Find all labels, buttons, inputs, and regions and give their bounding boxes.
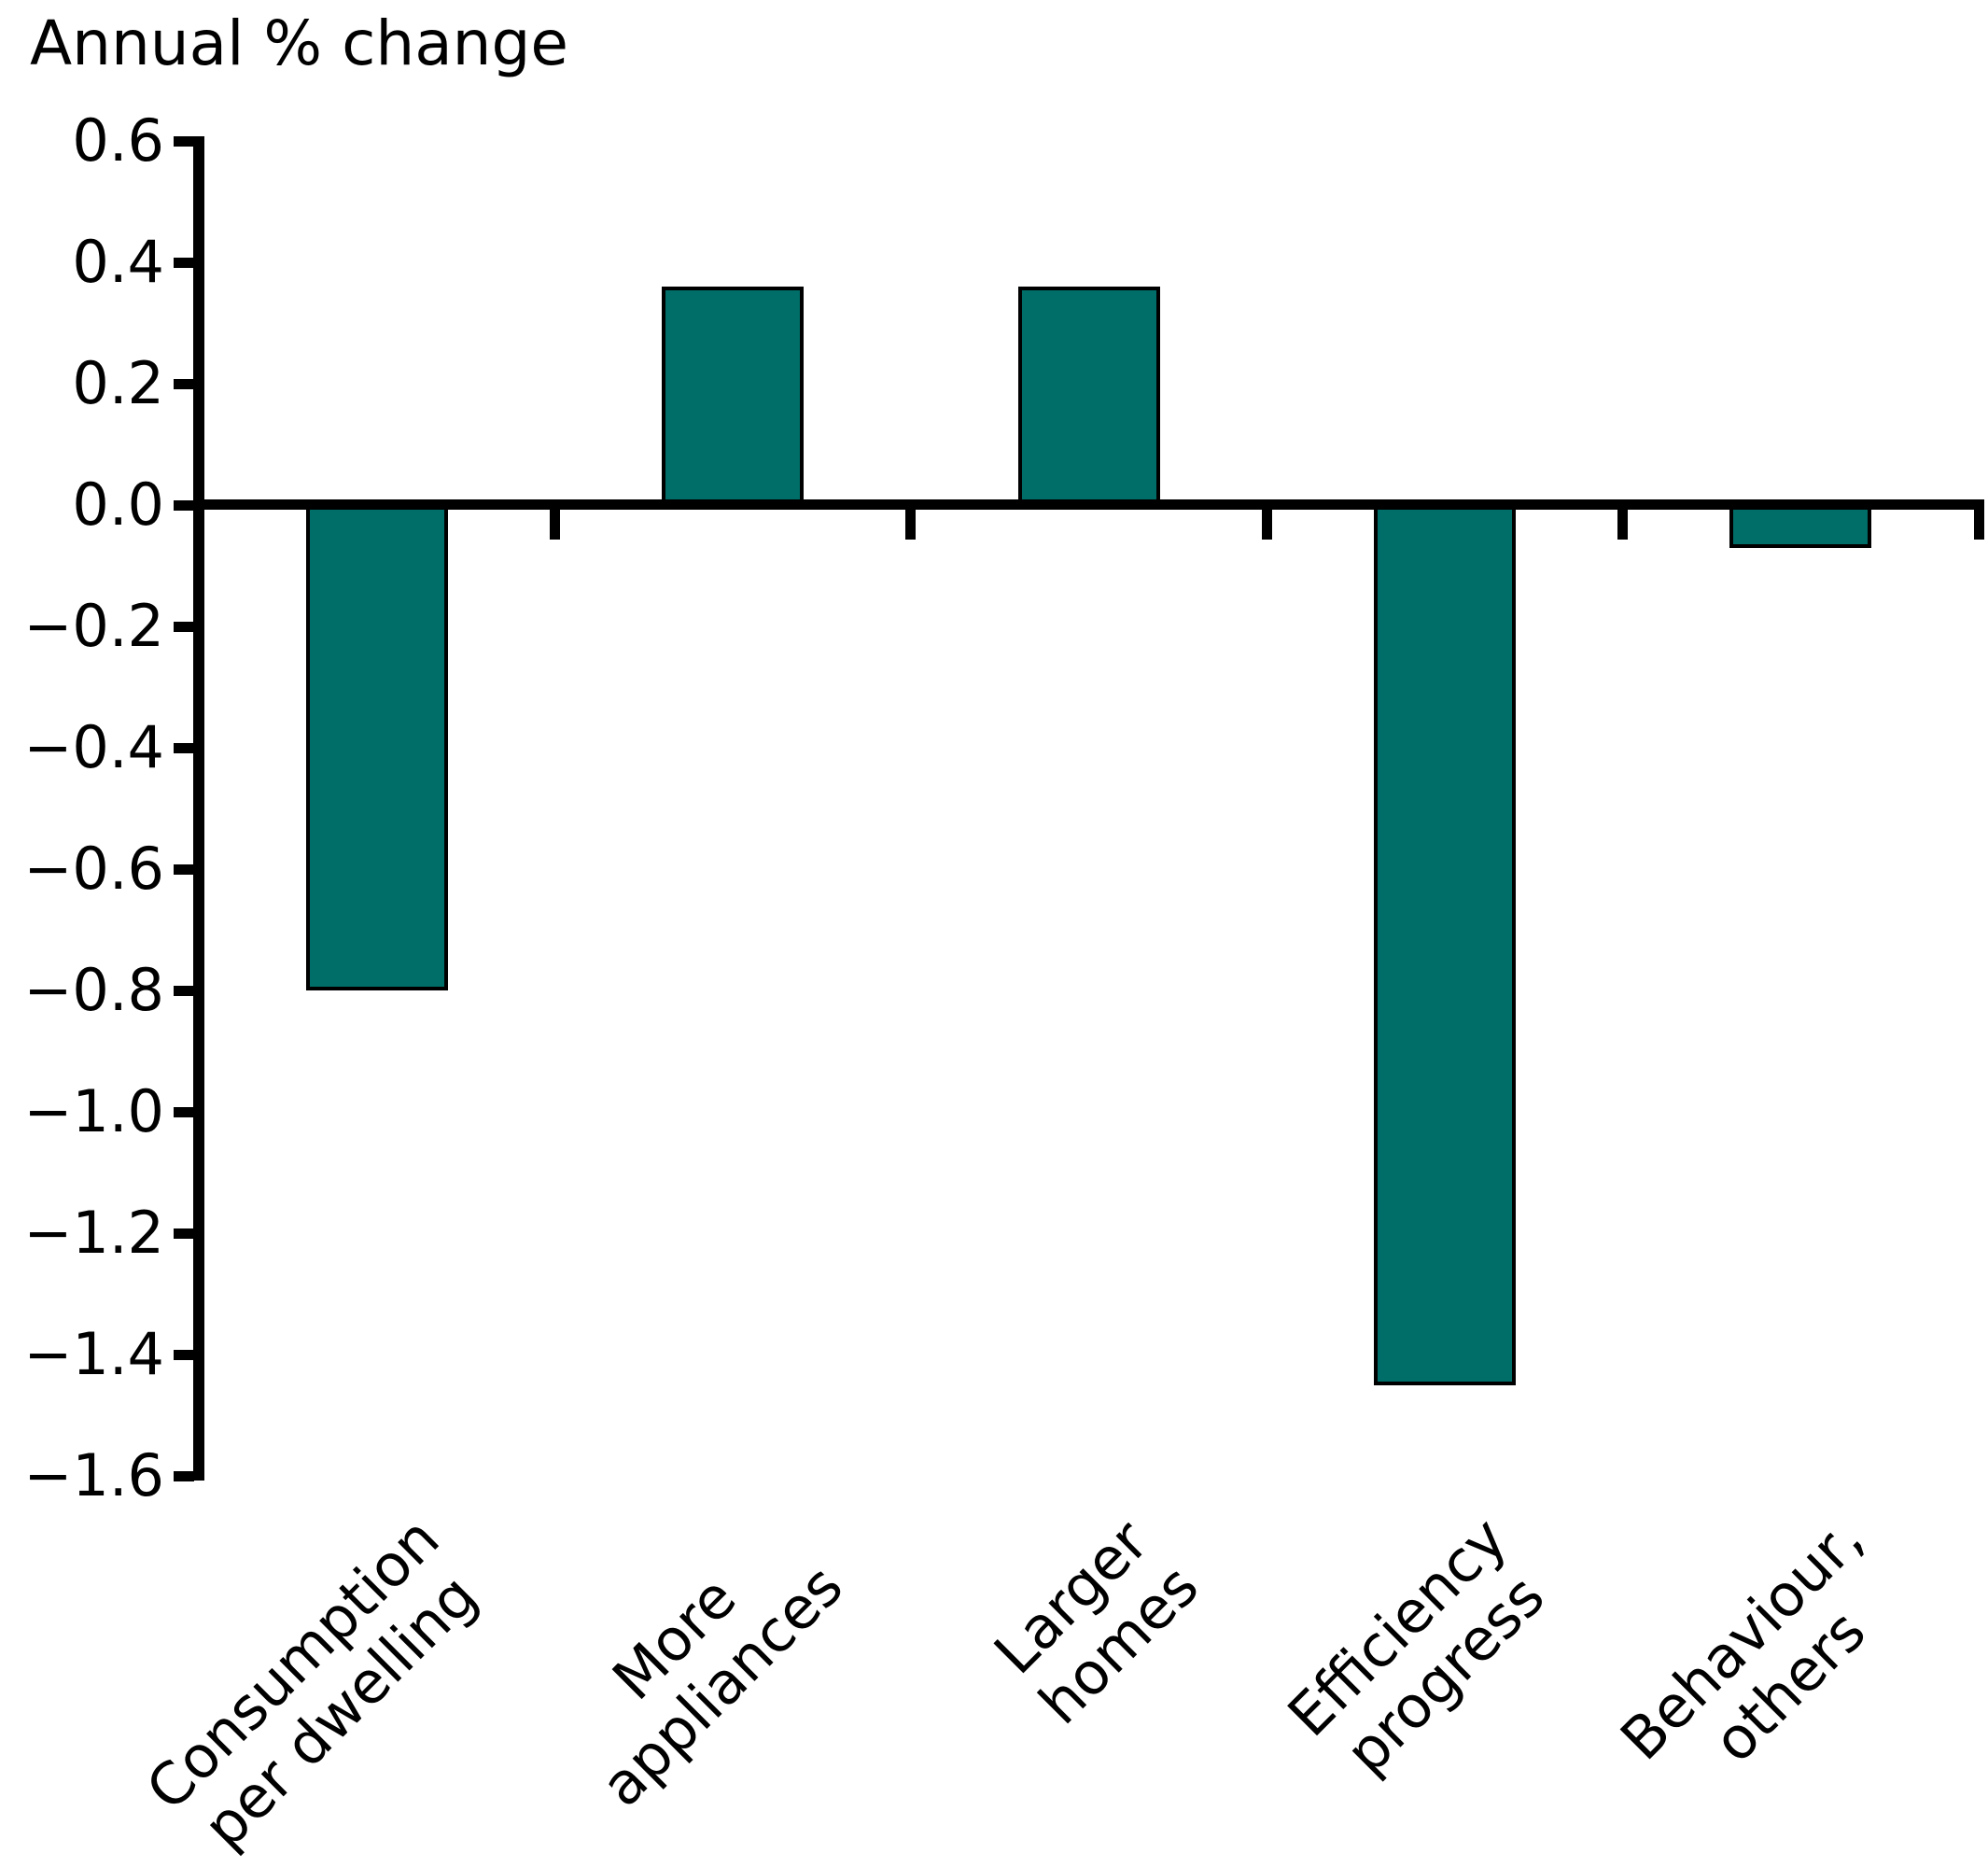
x-tick-mark [1617,510,1629,540]
y-tick-mark [174,1106,194,1117]
y-tick-label: −0.2 [23,592,164,660]
y-tick-mark [174,257,194,268]
y-tick-label: 0.4 [72,228,164,296]
y-tick-mark [174,742,194,753]
y-tick-label: −0.8 [23,956,164,1024]
y-axis-line [193,136,204,1481]
y-tick-label: −0.6 [23,835,164,903]
bar [662,287,805,505]
x-axis-zero-line [193,499,1984,510]
x-tick-mark [549,510,560,540]
y-tick-mark [174,378,194,389]
y-tick-label: −1.0 [23,1077,164,1145]
y-tick-label: −0.4 [23,713,164,781]
bar [1373,505,1516,1385]
y-tick-mark [174,1349,194,1360]
x-category-label: Efficiency progress [1275,1504,1558,1788]
y-tick-mark [174,863,194,875]
bar [305,505,448,990]
y-tick-mark [174,499,194,511]
y-tick-label: −1.4 [23,1320,164,1388]
y-tick-mark [174,1470,194,1481]
x-category-label: More appliances [587,1551,856,1820]
y-tick-label: −1.2 [23,1199,164,1267]
y-tick-label: −1.6 [23,1441,164,1509]
y-tick-mark [174,621,194,632]
y-tick-mark [174,135,194,147]
y-tick-label: 0.0 [72,470,164,539]
x-category-label: Behaviour, others [1607,1504,1879,1776]
x-category-label: Larger homes [981,1507,1212,1737]
x-tick-mark [905,510,917,540]
x-tick-mark [1261,510,1272,540]
y-tick-mark [174,985,194,996]
bar [1017,287,1160,505]
x-category-label: Consumption per dwelling [133,1504,491,1861]
y-tick-label: 0.2 [72,349,164,417]
bar [1729,505,1872,548]
x-tick-mark [1973,510,1984,540]
y-tick-mark [174,1228,194,1239]
y-tick-label: 0.6 [72,106,164,175]
chart-title: Annual % change [30,7,568,79]
